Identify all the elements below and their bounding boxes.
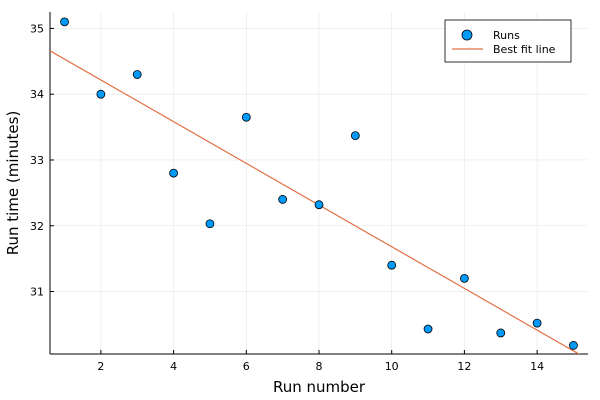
data-point [132, 70, 142, 79]
x-tick-label: 10 [385, 360, 399, 373]
x-tick-label: 2 [97, 360, 104, 373]
data-point [350, 131, 360, 141]
legend-label-runs: Runs [493, 29, 520, 42]
data-point [205, 219, 215, 229]
data-point [423, 324, 433, 334]
data-point [278, 195, 288, 204]
y-tick-label: 32 [30, 220, 44, 233]
y-tick-label: 35 [30, 22, 44, 35]
legend-marker-runs [461, 29, 473, 41]
data-point [241, 112, 251, 122]
x-tick-label: 14 [530, 360, 544, 373]
y-tick-label: 34 [30, 88, 44, 101]
data-point [169, 168, 178, 178]
legend: Runs Best fit line [444, 19, 572, 63]
data-point [460, 273, 469, 283]
data-point [569, 341, 578, 350]
data-point [314, 200, 324, 210]
y-tick-label: 31 [30, 286, 44, 299]
y-axis-label: Run time (minutes) [4, 111, 22, 256]
data-point [496, 328, 506, 338]
x-axis-label: Run number [273, 378, 366, 396]
x-tick-label: 6 [243, 360, 250, 373]
x-tick-label: 12 [457, 360, 471, 373]
data-point [60, 17, 69, 27]
grid [50, 12, 588, 354]
legend-label-best-fit: Best fit line [493, 43, 556, 56]
legend-box [444, 19, 572, 63]
data-point [387, 260, 397, 270]
x-tick-label: 4 [170, 360, 177, 373]
y-tick-label: 33 [30, 154, 44, 167]
data-point [96, 89, 106, 99]
series-layer [50, 17, 581, 354]
data-point [532, 318, 542, 328]
ticks: 2 4 6 8 10 12 14 31 32 33 34 35 [30, 22, 544, 373]
x-tick-label: 8 [316, 360, 323, 373]
